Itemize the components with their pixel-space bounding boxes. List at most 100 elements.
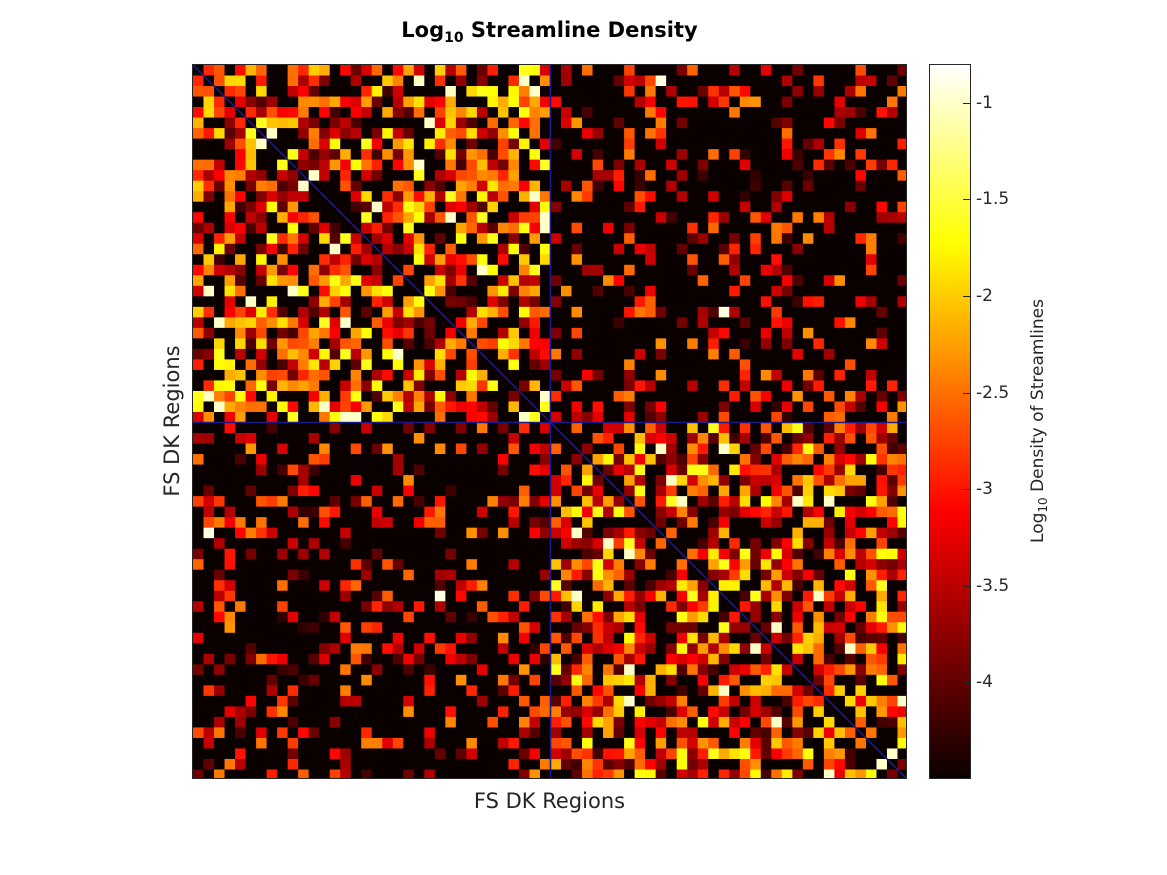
heatmap-cell xyxy=(476,643,488,655)
heatmap-cell xyxy=(508,306,520,318)
heatmap-cell xyxy=(876,201,888,213)
heatmap-cell xyxy=(224,695,236,707)
heatmap-cell xyxy=(855,737,867,749)
heatmap-cell xyxy=(718,390,730,402)
heatmap-cell xyxy=(855,359,867,371)
heatmap-cell xyxy=(645,716,657,728)
heatmap-cell xyxy=(529,643,541,655)
heatmap-cell xyxy=(603,96,614,108)
heatmap-cell xyxy=(193,149,204,161)
heatmap-cell xyxy=(445,622,457,634)
heatmap-cell xyxy=(771,191,783,203)
heatmap-cell xyxy=(203,191,215,203)
heatmap-cell xyxy=(529,128,541,139)
heatmap-cell xyxy=(529,454,541,465)
heatmap-cell xyxy=(813,622,825,634)
heatmap-cell xyxy=(224,601,236,613)
heatmap-cell xyxy=(676,464,688,476)
heatmap-cell xyxy=(886,632,898,644)
heatmap-cell xyxy=(855,548,867,560)
heatmap-cell xyxy=(424,96,436,108)
heatmap-cell xyxy=(603,506,614,518)
heatmap-cell xyxy=(624,422,636,434)
heatmap-cell xyxy=(624,180,636,192)
heatmap-cell xyxy=(561,170,572,182)
heatmap-cell xyxy=(865,569,877,581)
heatmap-cell xyxy=(319,475,331,486)
heatmap-cell xyxy=(802,327,814,339)
heatmap-cell xyxy=(550,506,562,518)
heatmap-cell xyxy=(235,275,246,287)
heatmap-cell xyxy=(539,233,551,245)
heatmap-cell xyxy=(592,201,604,213)
heatmap-cell xyxy=(676,380,688,392)
heatmap-cell xyxy=(445,233,457,245)
heatmap-cell xyxy=(634,685,646,697)
heatmap-cell xyxy=(697,727,709,739)
heatmap-cell xyxy=(455,538,467,550)
heatmap-cell xyxy=(697,695,709,707)
heatmap-cell xyxy=(371,548,383,560)
heatmap-cell xyxy=(760,327,772,339)
heatmap-cell xyxy=(561,306,572,318)
heatmap-cell xyxy=(687,685,699,697)
heatmap-cell xyxy=(413,75,425,87)
heatmap-cell xyxy=(771,758,783,770)
heatmap-cell xyxy=(750,128,762,139)
heatmap-cell xyxy=(729,622,741,634)
heatmap-cell xyxy=(771,485,783,497)
heatmap-cell xyxy=(235,611,246,623)
heatmap-cell xyxy=(582,159,593,171)
heatmap-cell xyxy=(550,653,562,665)
heatmap-cell xyxy=(844,422,856,434)
heatmap-cell xyxy=(382,475,394,486)
heatmap-cell xyxy=(539,296,551,308)
heatmap-cell xyxy=(203,727,215,739)
heatmap-cell xyxy=(603,254,614,266)
heatmap-cell xyxy=(708,275,720,287)
heatmap-cell xyxy=(497,275,509,287)
heatmap-cell xyxy=(361,390,373,402)
heatmap-cell xyxy=(613,306,625,318)
heatmap-cell xyxy=(592,611,604,623)
heatmap-cell xyxy=(760,538,772,550)
heatmap-cell xyxy=(676,222,688,234)
heatmap-cell xyxy=(245,390,257,402)
heatmap-cell xyxy=(518,664,530,676)
heatmap-cell xyxy=(529,296,541,308)
heatmap-cell xyxy=(350,149,362,161)
heatmap-cell xyxy=(676,180,688,192)
heatmap-cell xyxy=(708,180,720,192)
heatmap-cell xyxy=(434,327,446,339)
heatmap-cell xyxy=(487,464,499,476)
heatmap-cell xyxy=(224,348,236,360)
heatmap-cell xyxy=(413,475,425,486)
heatmap-cell xyxy=(277,643,289,655)
heatmap-cell xyxy=(424,285,436,297)
heatmap-cell xyxy=(476,117,488,129)
heatmap-cell xyxy=(802,706,814,718)
heatmap-cell xyxy=(497,306,509,318)
heatmap-cell xyxy=(550,159,562,171)
heatmap-cell xyxy=(319,706,331,718)
heatmap-cell xyxy=(434,538,446,550)
heatmap-cell xyxy=(235,496,246,508)
heatmap-cell xyxy=(802,401,814,413)
heatmap-cell xyxy=(392,380,404,392)
heatmap-cell xyxy=(476,716,488,728)
heatmap-cell xyxy=(350,727,362,739)
heatmap-cell xyxy=(287,243,299,255)
heatmap-cell xyxy=(697,611,709,623)
heatmap-cell xyxy=(214,632,225,644)
heatmap-cell xyxy=(529,632,541,644)
heatmap-cell xyxy=(876,580,888,592)
heatmap-cell xyxy=(508,769,520,778)
heatmap-cell xyxy=(634,590,646,602)
heatmap-cell xyxy=(697,411,709,423)
heatmap-cell xyxy=(455,653,467,665)
heatmap-cell xyxy=(855,496,867,508)
heatmap-cell xyxy=(371,222,383,234)
heatmap-cell xyxy=(340,401,352,413)
heatmap-cell xyxy=(739,159,751,171)
heatmap-cell xyxy=(781,401,793,413)
